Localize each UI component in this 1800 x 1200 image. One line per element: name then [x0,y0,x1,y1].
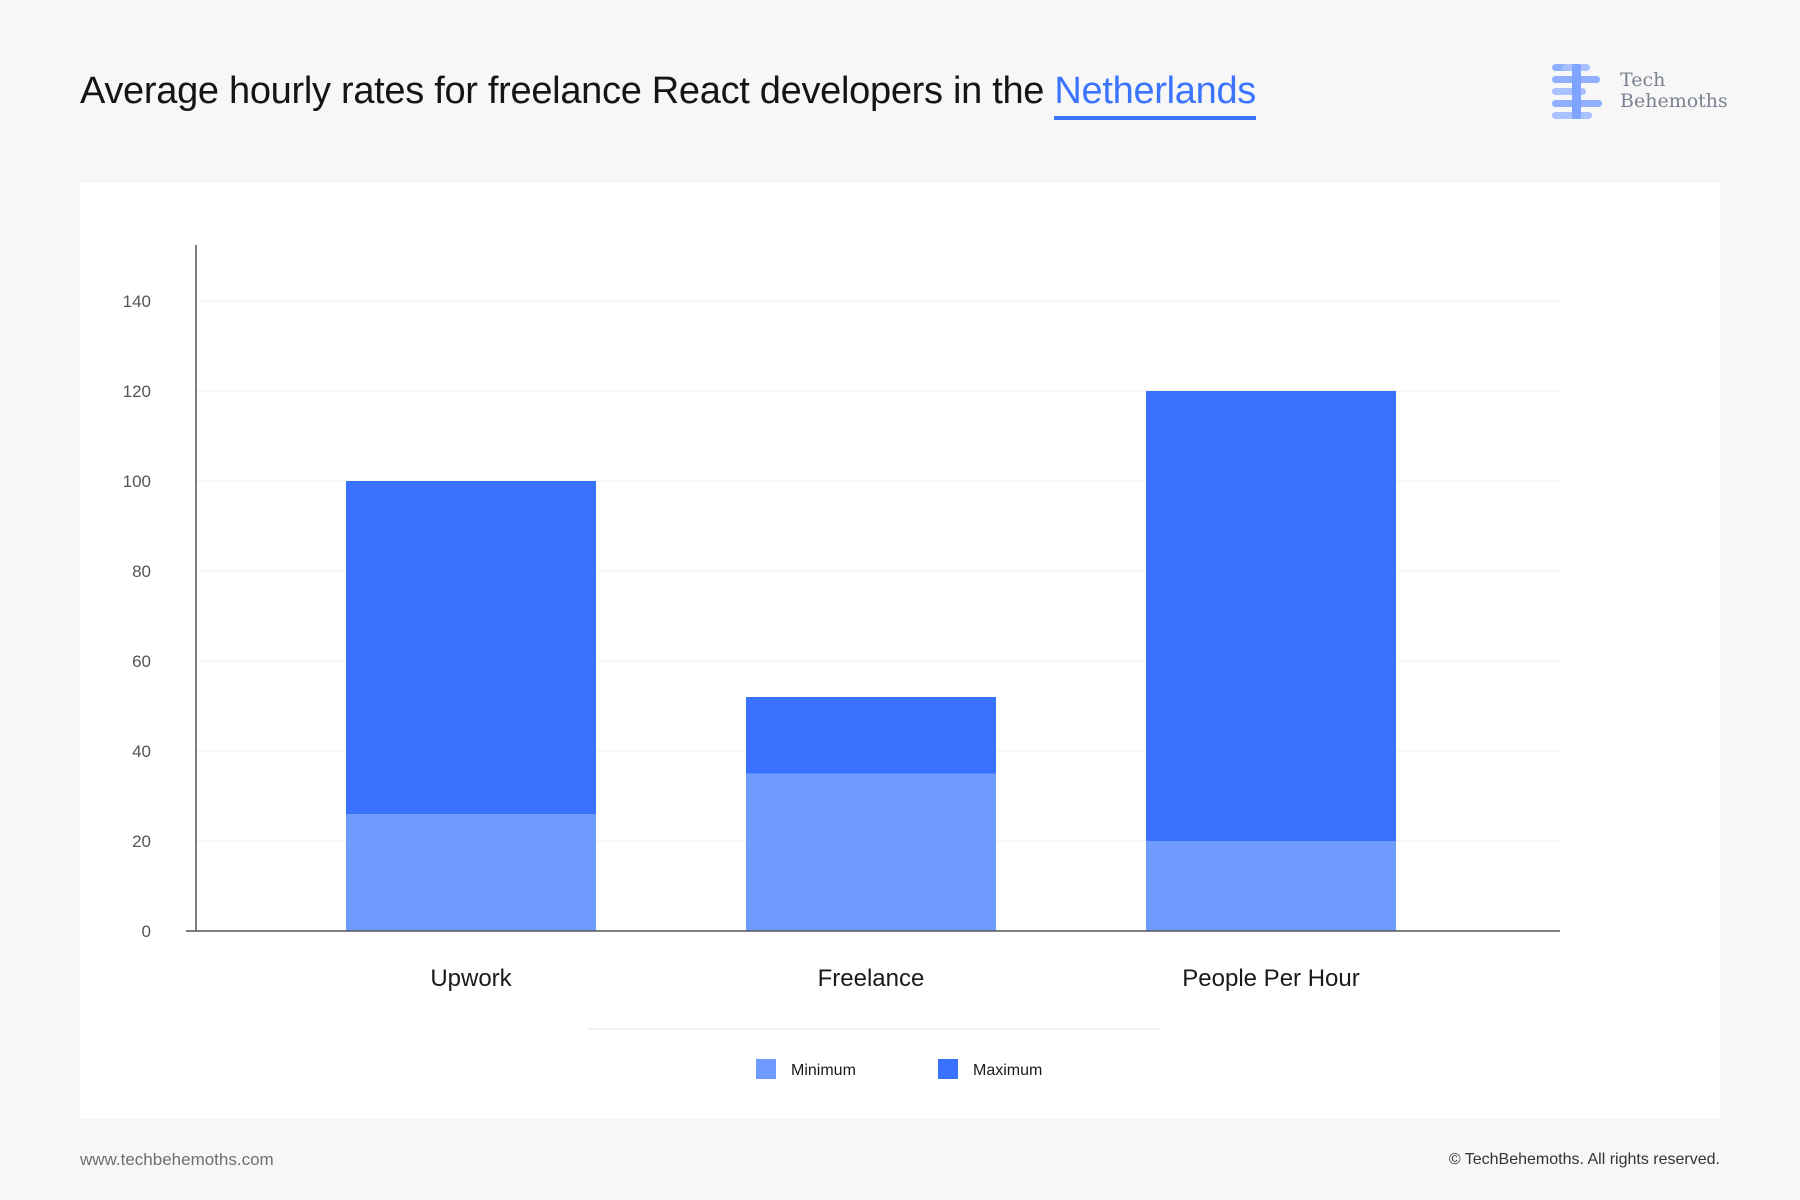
y-tick-label: 40 [132,742,151,761]
logo-wordmark: Tech Behemoths [1620,70,1728,112]
copyright-notice: © TechBehemoths. All rights reserved. [1448,1151,1720,1168]
bar-maximum [746,697,996,774]
y-tick-label: 100 [123,472,151,491]
bar-minimum [1146,841,1396,931]
legend: Minimum Maximum [756,1059,1042,1079]
x-category-label: People Per Hour [1182,965,1359,992]
legend-label: Maximum [973,1062,1042,1079]
bar-chart: 0 20 40 60 80 100 120 140 Upwork Freelance People… [123,245,1560,1079]
y-tick-label: 140 [123,292,151,311]
chart-panel: 0 20 40 60 80 100 120 140 Upwork Freelance People… [80,183,1720,1119]
y-tick-labels: 0 20 40 60 80 100 120 140 [123,292,151,941]
y-tick-label: 120 [123,382,151,401]
bar-minimum [746,773,996,931]
logo-mark-icon [1552,64,1602,119]
bar-minimum [346,814,596,931]
legend-swatch [938,1059,958,1079]
logo-line-1: Tech [1620,69,1666,91]
y-tick-label: 60 [132,652,151,671]
logo-line-2: Behemoths [1620,90,1728,112]
legend-label: Minimum [791,1062,856,1079]
bar-maximum [1146,391,1396,841]
page-title: Average hourly rates for freelance React… [80,70,1256,120]
y-tick-label: 20 [132,832,151,851]
x-category-label: Freelance [818,965,925,992]
x-category-label: Upwork [430,965,512,992]
x-category-labels: Upwork Freelance People Per Hour [430,965,1359,992]
title-prefix: Average hourly rates for freelance React… [80,70,1045,112]
title-highlight-country: Netherlands [1054,70,1256,120]
y-tick-label: 0 [142,922,151,941]
bar-maximum [346,481,596,814]
website-url: www.techbehemoths.com [80,1150,274,1169]
y-tick-label: 80 [132,562,151,581]
legend-swatch [756,1059,776,1079]
bars [346,391,1396,931]
techbehemoths-logo: Tech Behemoths [1552,62,1732,122]
